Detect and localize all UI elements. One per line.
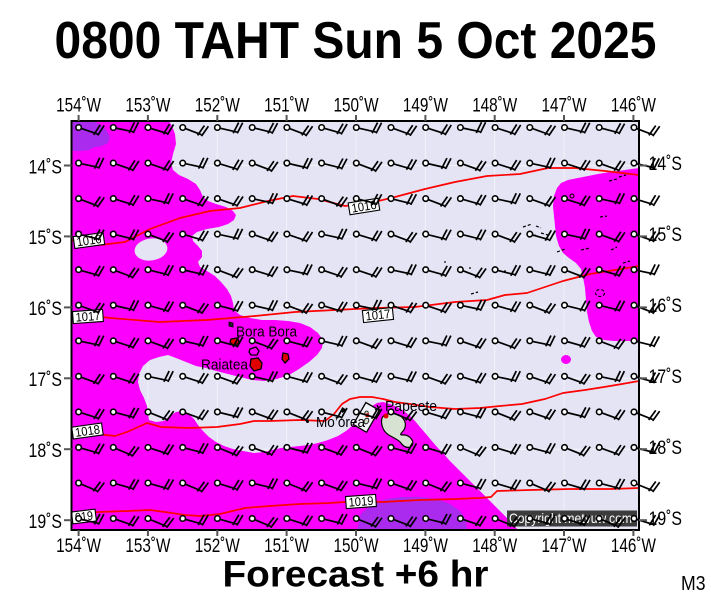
svg-text:0800 TAHT Sun 5 Oct 2025: 0800 TAHT Sun 5 Oct 2025 bbox=[55, 11, 657, 69]
svg-text:151˚W: 151˚W bbox=[264, 535, 309, 557]
svg-text:149˚W: 149˚W bbox=[403, 94, 448, 116]
svg-text:16˚S: 16˚S bbox=[29, 298, 63, 320]
svg-text:151˚W: 151˚W bbox=[264, 94, 309, 116]
svg-text:15˚S: 15˚S bbox=[29, 227, 63, 249]
svg-text:146˚W: 146˚W bbox=[611, 535, 656, 557]
svg-text:Raiatea: Raiatea bbox=[201, 358, 249, 374]
svg-text:148˚W: 148˚W bbox=[472, 94, 517, 116]
svg-text:1017: 1017 bbox=[365, 307, 391, 324]
svg-text:152˚W: 152˚W bbox=[195, 94, 240, 116]
svg-text:17˚S: 17˚S bbox=[649, 366, 683, 388]
svg-text:Mo’orea: Mo’orea bbox=[316, 415, 366, 431]
svg-text:M3: M3 bbox=[681, 572, 706, 595]
svg-text:Bora Bora: Bora Bora bbox=[236, 325, 298, 341]
svg-text:147˚W: 147˚W bbox=[542, 535, 587, 557]
svg-text:1019: 1019 bbox=[348, 494, 374, 510]
svg-text:19˚S: 19˚S bbox=[29, 511, 63, 533]
svg-text:16˚S: 16˚S bbox=[649, 295, 683, 317]
svg-text:18˚S: 18˚S bbox=[649, 437, 683, 459]
svg-text:153˚W: 153˚W bbox=[125, 94, 170, 116]
svg-text:Forecast +6 hr: Forecast +6 hr bbox=[223, 553, 489, 595]
svg-text:149˚W: 149˚W bbox=[403, 535, 448, 557]
svg-text:17˚S: 17˚S bbox=[29, 369, 63, 391]
svg-text:153˚W: 153˚W bbox=[125, 535, 170, 557]
svg-text:18˚S: 18˚S bbox=[29, 440, 63, 462]
svg-text:15˚S: 15˚S bbox=[649, 224, 683, 246]
svg-text:1018: 1018 bbox=[74, 423, 101, 440]
svg-text:14˚S: 14˚S bbox=[29, 156, 63, 178]
svg-text:19˚S: 19˚S bbox=[649, 508, 683, 530]
svg-text:146˚W: 146˚W bbox=[611, 94, 656, 116]
svg-text:14˚S: 14˚S bbox=[649, 153, 683, 175]
svg-text:147˚W: 147˚W bbox=[542, 94, 587, 116]
svg-text:150˚W: 150˚W bbox=[334, 535, 379, 557]
svg-text:154˚W: 154˚W bbox=[56, 94, 101, 116]
svg-text:148˚W: 148˚W bbox=[472, 535, 517, 557]
svg-text:152˚W: 152˚W bbox=[195, 535, 240, 557]
svg-text:154˚W: 154˚W bbox=[56, 535, 101, 557]
svg-text:150˚W: 150˚W bbox=[334, 94, 379, 116]
